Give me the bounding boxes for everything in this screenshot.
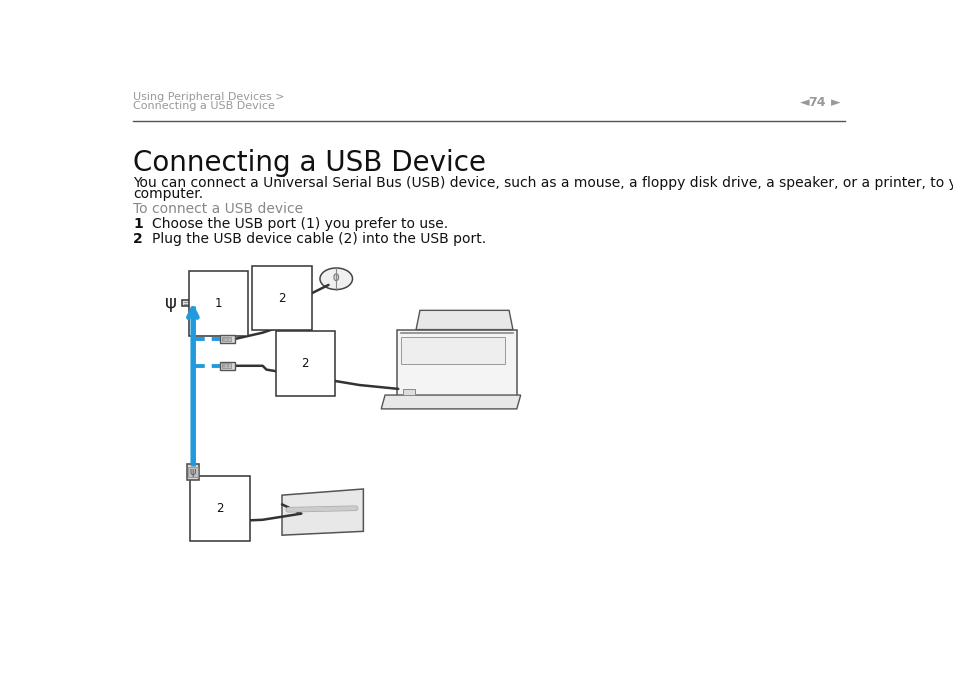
Text: 2: 2 — [301, 357, 309, 370]
Bar — [221, 336, 231, 341]
Bar — [400, 337, 505, 364]
Text: 2: 2 — [216, 501, 224, 515]
Text: Connecting a USB Device: Connecting a USB Device — [133, 101, 274, 111]
Ellipse shape — [319, 268, 353, 290]
Polygon shape — [282, 489, 363, 535]
Polygon shape — [416, 310, 513, 330]
Bar — [223, 364, 225, 367]
Ellipse shape — [334, 274, 338, 280]
Text: You can connect a Universal Serial Bus (USB) device, such as a mouse, a floppy d: You can connect a Universal Serial Bus (… — [133, 176, 953, 189]
Text: To connect a USB device: To connect a USB device — [133, 202, 303, 216]
Bar — [223, 337, 225, 340]
Text: 74: 74 — [807, 96, 824, 109]
Text: ►: ► — [830, 96, 840, 109]
Bar — [188, 466, 197, 477]
Polygon shape — [381, 395, 520, 409]
Bar — [396, 330, 517, 403]
Bar — [220, 335, 235, 342]
Text: Using Peripheral Devices >: Using Peripheral Devices > — [133, 92, 284, 102]
Text: 2: 2 — [278, 292, 286, 305]
Text: computer.: computer. — [133, 187, 203, 201]
Text: 1: 1 — [133, 217, 143, 231]
FancyBboxPatch shape — [182, 299, 197, 307]
Text: ◄: ◄ — [799, 96, 808, 109]
Bar — [187, 464, 199, 480]
Text: Connecting a USB Device: Connecting a USB Device — [133, 149, 486, 177]
Text: Choose the USB port (1) you prefer to use.: Choose the USB port (1) you prefer to us… — [152, 217, 448, 231]
Bar — [221, 363, 231, 368]
Bar — [220, 362, 235, 369]
Bar — [402, 389, 415, 395]
Text: 2: 2 — [133, 232, 143, 246]
Text: ψ: ψ — [165, 295, 177, 313]
Bar — [227, 364, 229, 367]
Text: 1: 1 — [214, 297, 222, 310]
Bar — [227, 337, 229, 340]
Text: Plug the USB device cable (2) into the USB port.: Plug the USB device cable (2) into the U… — [152, 232, 485, 246]
Text: ψ: ψ — [190, 467, 196, 477]
